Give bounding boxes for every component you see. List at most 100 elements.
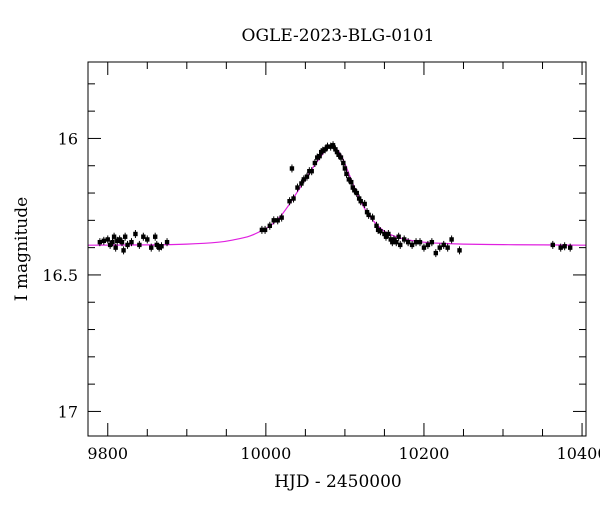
data-point [122,232,128,241]
point-marker [388,237,393,242]
point-marker [159,244,164,249]
data-point [271,216,276,225]
data-point [391,235,397,244]
point-marker [164,239,170,245]
point-marker [119,239,125,245]
point-marker [111,234,117,239]
point-marker [115,238,120,244]
x-axis-label: HJD - 2450000 [274,472,402,492]
point-marker [354,190,359,196]
data-point [125,240,130,249]
data-point [159,242,164,251]
point-marker [262,227,268,233]
data-point [295,183,300,192]
point-marker [405,239,411,245]
point-marker [433,250,439,256]
data-point [449,235,454,244]
data-point [312,159,318,168]
data-point [117,235,122,244]
point-marker [391,237,397,242]
data-points [97,141,573,258]
point-marker [413,239,419,245]
data-point [322,145,328,154]
data-point [349,178,354,187]
point-marker [336,152,341,158]
data-point [262,225,268,234]
point-marker [307,168,312,174]
point-marker [152,234,158,239]
point-marker [325,144,330,149]
point-marker [117,237,122,242]
data-point [562,242,567,251]
point-marker [417,239,423,245]
data-point [386,229,391,238]
chart-title: OGLE-2023-BLG-0101 [242,26,435,46]
data-point [558,243,563,252]
data-point [378,227,383,236]
point-marker [396,234,401,239]
point-marker [309,168,314,174]
data-point [133,229,138,238]
point-marker [287,199,292,204]
data-point [344,169,349,178]
point-marker [374,223,379,228]
point-marker [437,245,442,250]
point-marker [107,242,113,248]
point-marker [567,245,573,250]
axis-tick-labels: 9800 10000 10200 10400 16 16.5 17 [42,129,600,463]
data-point [154,240,159,249]
point-marker [330,143,336,148]
data-point [145,235,150,244]
data-point [336,150,341,159]
data-point [330,141,336,150]
data-point [328,142,333,151]
point-marker [156,245,162,250]
data-point [445,243,450,252]
data-point [113,243,118,252]
y-tick-label: 17 [58,402,78,421]
point-marker [350,185,356,190]
point-marker [358,199,363,204]
data-point [425,240,431,249]
point-marker [550,242,555,248]
point-marker [457,248,462,253]
data-point [433,249,439,258]
data-point [291,194,296,203]
point-marker [145,237,150,242]
data-point [315,153,320,162]
point-marker [97,239,103,245]
data-point [129,238,134,247]
point-marker [113,245,118,250]
point-marker [382,231,387,237]
point-marker [390,239,395,245]
point-marker [275,218,280,223]
data-point [309,167,314,176]
point-marker [346,177,352,182]
data-point [119,238,125,247]
data-point [325,142,330,151]
point-marker [352,188,357,193]
data-point [550,240,555,249]
point-marker [279,215,284,220]
x-tick-label: 9800 [87,444,128,463]
point-marker [105,237,110,242]
data-point [97,238,103,247]
data-point [301,175,306,184]
x-tick-label: 10200 [398,444,449,463]
data-point [352,186,357,195]
data-point [341,159,346,168]
data-point [362,199,367,208]
point-marker [401,237,407,242]
data-point [267,221,273,230]
point-marker [383,234,389,239]
point-marker [137,242,142,248]
data-point [366,210,371,219]
data-point [429,238,435,247]
point-marker [445,245,450,250]
data-point [110,238,115,247]
data-point [457,246,462,255]
data-point [342,164,348,173]
data-point [101,236,107,245]
point-marker [425,242,431,248]
